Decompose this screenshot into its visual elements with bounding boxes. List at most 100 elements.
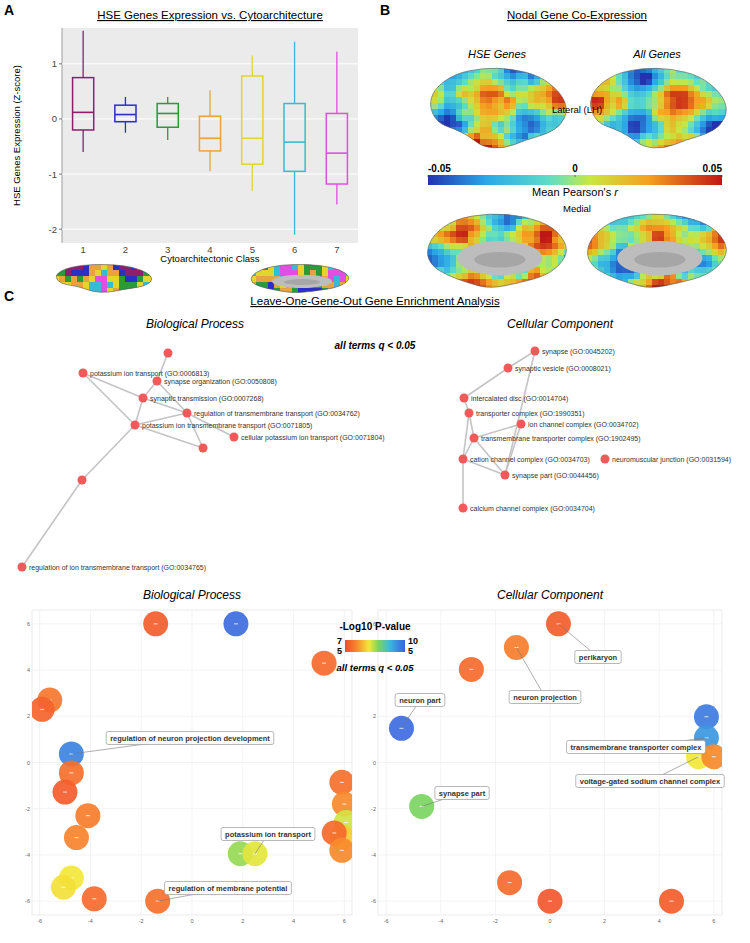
plot-background <box>62 28 358 243</box>
brain-parcel <box>646 225 653 232</box>
box <box>284 104 305 172</box>
brain-parcel <box>444 261 451 268</box>
point-label: voltage-gated sodium channel complex <box>580 777 721 786</box>
brain-parcel <box>616 225 623 232</box>
brain-parcel <box>604 139 611 146</box>
edge <box>187 413 203 448</box>
brain-parcel <box>516 285 523 292</box>
box <box>115 105 136 122</box>
brain-parcel <box>604 255 611 262</box>
brain-parcel <box>540 213 547 220</box>
brain-parcel <box>426 85 433 92</box>
brain-parcel <box>552 231 559 238</box>
brain-parcel <box>450 115 457 122</box>
brain-parcel <box>564 73 571 80</box>
brain-parcel <box>706 139 713 146</box>
brain-parcel <box>522 145 529 152</box>
brain-surface <box>586 67 731 158</box>
brain-parcel <box>586 73 593 80</box>
brain-parcel <box>546 213 553 220</box>
brain-parcel <box>534 121 541 128</box>
brain-parcel <box>450 79 457 86</box>
brain-parcel <box>670 85 677 92</box>
brain-parcel <box>718 151 725 158</box>
brain-parcel <box>616 231 623 238</box>
brain-parcel <box>694 285 701 292</box>
brain-parcel <box>622 133 629 140</box>
brain-parcel <box>670 91 677 98</box>
brain-parcel <box>724 85 731 92</box>
brain-parcel <box>53 288 60 295</box>
brain-parcel <box>456 151 463 158</box>
brain-parcel <box>634 97 641 104</box>
brain-parcel <box>262 288 269 295</box>
brain-parcel <box>546 121 553 128</box>
brain-parcel <box>640 91 647 98</box>
brain-parcel <box>516 85 523 92</box>
brain-parcel <box>564 127 571 134</box>
brain-parcel <box>510 213 517 220</box>
brain-parcel <box>706 85 713 92</box>
brain-parcel <box>694 91 701 98</box>
median <box>326 152 347 154</box>
bubble-dash <box>508 882 512 883</box>
brain-parcel <box>622 139 629 146</box>
brain-parcel <box>540 103 547 110</box>
brain-parcel <box>438 237 445 244</box>
brain-parcel <box>604 115 611 122</box>
brain-parcel <box>604 103 611 110</box>
brain-parcel <box>474 127 481 134</box>
brain-parcel <box>652 145 659 152</box>
brain-parcel <box>444 127 451 134</box>
legend-label: 5 <box>337 646 342 656</box>
axis-label: HSE Genes Expression (Z-score) <box>11 65 22 206</box>
brain-parcel <box>528 109 535 116</box>
brain-parcel <box>516 121 523 128</box>
brain-parcel <box>438 115 445 122</box>
brain-parcel <box>426 139 433 146</box>
brain-parcel <box>432 243 439 250</box>
brain-outline <box>588 214 727 287</box>
brain-parcel <box>71 288 78 295</box>
brain-parcel <box>640 231 647 238</box>
brain-parcel <box>444 237 451 244</box>
brain-parcel <box>706 115 713 122</box>
brain-parcel <box>522 115 529 122</box>
brain-parcel <box>718 145 725 152</box>
brain-parcel <box>628 115 635 122</box>
brain-parcel <box>676 79 683 86</box>
brain-parcel <box>438 133 445 140</box>
brain-parcel <box>682 109 689 116</box>
brain-parcel <box>598 151 605 158</box>
brain-parcel <box>558 279 565 286</box>
brain-parcel <box>438 255 445 262</box>
brain-parcel <box>462 85 469 92</box>
brain-parcel <box>510 127 517 134</box>
brain-parcel <box>676 219 683 226</box>
brain-parcel <box>682 225 689 232</box>
brain-parcel <box>77 276 84 283</box>
brain-parcel <box>492 231 499 238</box>
brain-parcel <box>658 79 665 86</box>
brain-parcel <box>510 85 517 92</box>
brain-parcel <box>682 237 689 244</box>
brain-parcel <box>700 103 707 110</box>
brain-parcel <box>432 73 439 80</box>
brain-parcel <box>724 261 731 268</box>
brain-parcel <box>610 139 617 146</box>
brain-parcel <box>718 219 725 226</box>
node-label: transporter complex (GO:1990351) <box>476 410 585 418</box>
brain-parcel <box>640 115 647 122</box>
brain-parcel <box>646 109 653 116</box>
brain-parcel <box>682 103 689 110</box>
brain-parcel <box>564 261 571 268</box>
brain-parcel <box>426 267 433 274</box>
colorbar-label-part: Mean Pearson's <box>532 186 614 198</box>
brain-parcel <box>628 73 635 80</box>
brain-parcel <box>480 121 487 128</box>
brain-parcel <box>706 261 713 268</box>
brain-parcel <box>480 285 487 292</box>
brain-parcel <box>652 133 659 140</box>
brain-parcel <box>640 109 647 116</box>
node <box>18 563 27 572</box>
